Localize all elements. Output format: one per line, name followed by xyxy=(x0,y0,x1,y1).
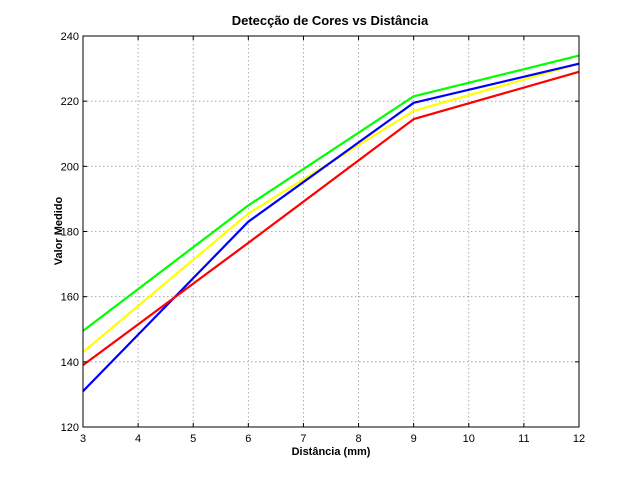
y-axis-label: Valor Medido xyxy=(53,196,65,265)
series-line-3 xyxy=(82,62,580,392)
y-tick-label: 180 xyxy=(61,227,79,239)
axis-ticks: 3 4 5 6 7 8 9 10 11 12 120 140 160 180 200 220 240 xyxy=(61,31,585,445)
series-line-4 xyxy=(82,70,580,366)
x-tick-label: 5 xyxy=(190,433,196,445)
x-tick-label: 7 xyxy=(300,433,306,445)
y-tick-label: 220 xyxy=(61,96,79,108)
grid-lines xyxy=(83,36,579,427)
y-tick-label: 200 xyxy=(61,161,79,173)
y-tick-label: 120 xyxy=(61,422,79,434)
x-tick-label: 3 xyxy=(80,433,86,445)
y-tick-label: 140 xyxy=(61,357,79,369)
series-lines xyxy=(82,54,580,392)
x-tick-label: 9 xyxy=(411,433,417,445)
x-tick-label: 8 xyxy=(355,433,361,445)
chart-title: Detecção de Cores vs Distância xyxy=(232,13,429,28)
x-tick-label: 6 xyxy=(245,433,251,445)
x-axis-label: Distância (mm) xyxy=(292,446,371,458)
x-tick-label: 11 xyxy=(518,433,529,445)
x-tick-label: 12 xyxy=(573,433,585,445)
y-tick-label: 240 xyxy=(61,31,79,43)
x-tick-label: 10 xyxy=(463,433,475,445)
y-tick-label: 160 xyxy=(61,292,79,304)
series-line-2 xyxy=(82,54,580,332)
x-tick-label: 4 xyxy=(135,433,141,445)
